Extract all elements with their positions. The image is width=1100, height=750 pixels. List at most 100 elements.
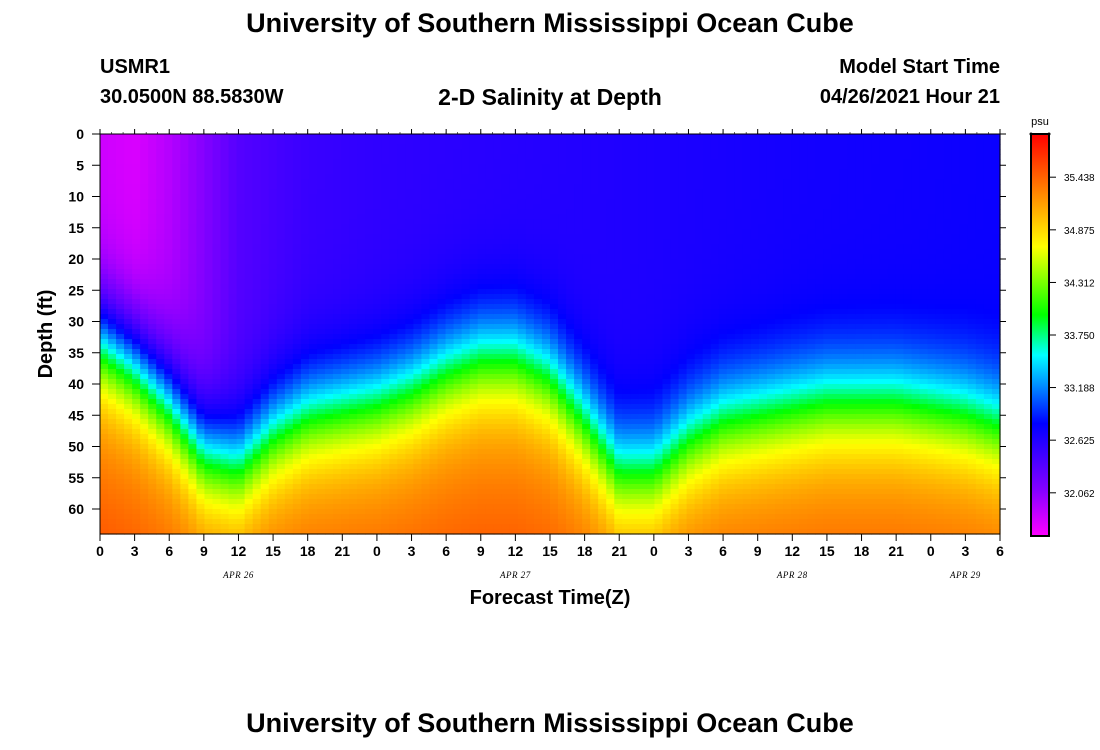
heatmap-cell: [220, 399, 230, 405]
heatmap-cell: [437, 219, 447, 225]
heatmap-cell: [268, 174, 278, 180]
heatmap-cell: [461, 294, 471, 300]
heatmap-cell: [541, 399, 551, 405]
heatmap-cell: [236, 529, 246, 535]
heatmap-cell: [541, 194, 551, 200]
heatmap-cell: [437, 349, 447, 355]
heatmap-cell: [558, 179, 567, 185]
heatmap-cell: [493, 434, 503, 440]
heatmap-cell: [477, 399, 487, 405]
heatmap-cell: [469, 449, 479, 455]
heatmap-cell: [349, 244, 358, 250]
heatmap-cell: [196, 144, 206, 150]
heatmap-cell: [308, 134, 318, 140]
heatmap-cell: [413, 444, 423, 450]
heatmap-cell: [558, 514, 567, 520]
heatmap-cell: [252, 294, 262, 300]
heatmap-cell: [220, 434, 230, 440]
heatmap-cell: [517, 139, 527, 145]
heatmap-cell: [228, 359, 238, 365]
heatmap-cell: [421, 484, 431, 490]
heatmap-cell: [381, 344, 390, 350]
heatmap-cell: [220, 519, 230, 525]
heatmap-cell: [316, 139, 326, 145]
heatmap-cell: [244, 244, 254, 250]
heatmap-cell: [292, 294, 302, 300]
heatmap-cell: [188, 359, 198, 365]
heatmap-cell: [501, 244, 511, 250]
heatmap-cell: [212, 459, 222, 465]
heatmap-cell: [333, 359, 342, 365]
heatmap-cell: [590, 319, 599, 325]
heatmap-cell: [204, 284, 214, 290]
heatmap-cell: [501, 264, 511, 270]
heatmap-cell: [300, 204, 310, 210]
heatmap-cell: [582, 164, 591, 170]
heatmap-cell: [558, 479, 567, 485]
heatmap-cell: [365, 519, 374, 525]
heatmap-cell: [292, 399, 302, 405]
heatmap-cell: [325, 189, 334, 195]
heatmap-cell: [260, 239, 270, 245]
heatmap-cell: [598, 199, 607, 205]
heatmap-cell: [381, 269, 390, 275]
heatmap-cell: [461, 389, 471, 395]
heatmap-cell: [525, 214, 535, 220]
heatmap-cell: [325, 199, 334, 205]
heatmap-cell: [132, 514, 141, 520]
heatmap-cell: [180, 234, 189, 240]
heatmap-cell: [252, 289, 262, 295]
heatmap-cell: [188, 419, 198, 425]
heatmap-cell: [365, 369, 374, 375]
heatmap-cell: [558, 469, 567, 475]
heatmap-cell: [300, 434, 310, 440]
heatmap-cell: [124, 394, 133, 400]
heatmap-cell: [236, 359, 246, 365]
heatmap-cell: [132, 399, 141, 405]
heatmap-cell: [212, 184, 222, 190]
heatmap-cell: [220, 514, 230, 520]
heatmap-cell: [204, 374, 214, 380]
heatmap-cell: [124, 529, 133, 535]
heatmap-cell: [509, 494, 519, 500]
heatmap-cell: [485, 354, 495, 360]
heatmap-cell: [292, 289, 302, 295]
heatmap-cell: [349, 139, 358, 145]
heatmap-cell: [389, 364, 398, 370]
heatmap-cell: [164, 344, 173, 350]
heatmap-cell: [566, 529, 575, 535]
heatmap-cell: [525, 209, 535, 215]
heatmap-cell: [381, 529, 390, 535]
heatmap-cell: [140, 169, 149, 175]
heatmap-cell: [333, 204, 342, 210]
heatmap-cell: [284, 444, 294, 450]
heatmap-cell: [477, 494, 487, 500]
heatmap-cell: [172, 359, 181, 365]
heatmap-cell: [533, 254, 543, 260]
heatmap-cell: [461, 449, 471, 455]
heatmap-cell: [228, 184, 238, 190]
heatmap-cell: [148, 149, 157, 155]
heatmap-cell: [236, 504, 246, 510]
heatmap-cell: [541, 424, 551, 430]
heatmap-cell: [429, 194, 439, 200]
heatmap-cell: [180, 279, 189, 285]
heatmap-cell: [485, 189, 495, 195]
heatmap-cell: [413, 404, 423, 410]
heatmap-cell: [316, 219, 326, 225]
heatmap-cell: [341, 254, 350, 260]
heatmap-cell: [405, 459, 414, 465]
heatmap-cell: [461, 314, 471, 320]
heatmap-cell: [284, 254, 294, 260]
heatmap-cell: [405, 249, 414, 255]
heatmap-cell: [509, 194, 519, 200]
heatmap-cell: [461, 394, 471, 400]
heatmap-cell: [276, 419, 286, 425]
heatmap-cell: [453, 274, 463, 280]
heatmap-cell: [196, 174, 206, 180]
heatmap-cell: [268, 344, 278, 350]
heatmap-cell: [188, 249, 198, 255]
heatmap-cell: [148, 279, 157, 285]
heatmap-cell: [477, 514, 487, 520]
heatmap-cell: [525, 164, 535, 170]
